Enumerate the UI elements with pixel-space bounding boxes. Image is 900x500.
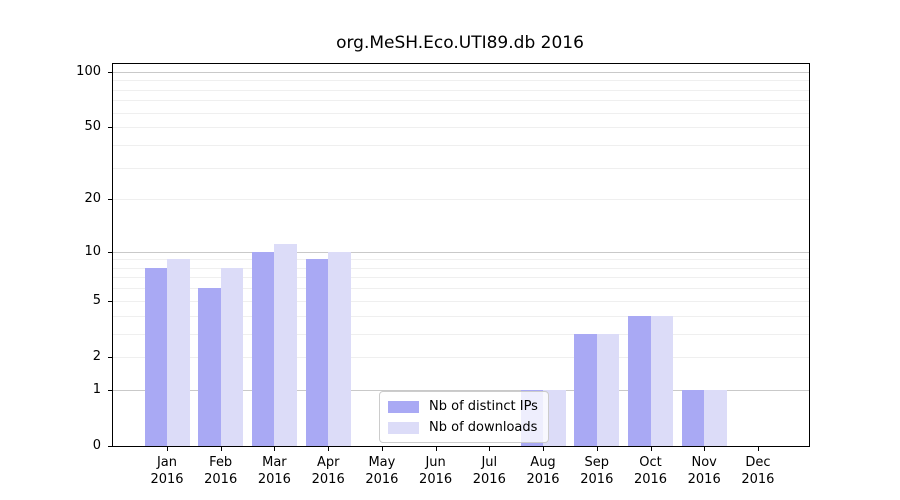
bar-ips-nov: [681, 389, 705, 446]
gridline-minor: [113, 315, 809, 317]
y-tick-mark: [108, 127, 113, 129]
gridline-minor: [113, 167, 809, 169]
legend: Nb of distinct IPs Nb of downloads: [379, 391, 549, 443]
gridline-minor: [113, 288, 809, 290]
bar-ips-feb: [198, 288, 221, 446]
x-tick-mark: [489, 446, 491, 451]
gridline-minor: [113, 277, 809, 279]
x-tick-label: Apr 2016: [311, 455, 345, 487]
gridline-minor: [113, 89, 809, 91]
y-tick-mark: [108, 356, 113, 358]
chart-title: org.MeSH.Eco.UTI89.db 2016: [336, 33, 584, 53]
y-tick-label: 1: [92, 381, 101, 397]
gridline-minor: [113, 100, 809, 102]
x-tick-mark: [757, 446, 759, 451]
x-tick-label: Jan 2016: [150, 455, 184, 487]
x-tick-mark: [220, 446, 222, 451]
gridline-minor: [113, 112, 809, 114]
y-tick-mark: [108, 389, 113, 391]
x-tick-mark: [274, 446, 276, 451]
bar-downloads-mar: [274, 244, 297, 446]
x-tick-label: Dec 2016: [741, 455, 775, 487]
y-tick-label: 20: [84, 191, 101, 207]
bar-downloads-jan: [167, 259, 190, 446]
gridline-minor: [113, 259, 809, 261]
y-tick-label: 10: [84, 243, 101, 259]
x-tick-mark: [650, 446, 652, 451]
x-tick-mark: [328, 446, 330, 451]
x-tick-label: Jun 2016: [419, 455, 453, 487]
x-tick-label: Jul 2016: [472, 455, 506, 487]
y-tick-label: 100: [76, 63, 101, 79]
x-tick-label: Nov 2016: [687, 455, 721, 487]
y-tick-label: 0: [92, 438, 101, 453]
bar-downloads-oct: [650, 315, 673, 446]
bar-downloads-nov: [704, 389, 727, 446]
x-tick-mark: [167, 446, 168, 451]
bar-ips-apr: [305, 259, 329, 446]
legend-item-distinct-ips: Nb of distinct IPs: [388, 399, 538, 414]
x-tick-mark: [596, 446, 598, 451]
x-tick-mark: [543, 446, 544, 451]
x-tick-mark: [704, 446, 706, 451]
x-tick-mark: [381, 446, 383, 451]
bar-ips-sep: [574, 333, 597, 446]
bar-ips-jan: [144, 267, 167, 446]
x-tick-mark: [435, 446, 437, 451]
bar-downloads-feb: [220, 267, 244, 446]
y-tick-mark: [108, 71, 113, 73]
gridline-minor: [113, 356, 809, 358]
legend-label-distinct-ips: Nb of distinct IPs: [429, 399, 538, 414]
y-tick-mark: [108, 446, 113, 447]
legend-swatch-distinct-ips: [388, 400, 419, 413]
plot-area: 0 1 2 5 10 20 50 100 Jan 2016 Feb 2016 Mar 2016 Apr…: [76, 63, 810, 487]
bar-ips-oct: [628, 315, 651, 446]
x-tick-label: Aug 2016: [526, 455, 560, 487]
x-tick-label: Oct 2016: [633, 455, 668, 487]
legend-label-downloads: Nb of downloads: [429, 420, 538, 435]
gridline-major: [113, 389, 809, 391]
y-tick-mark: [108, 199, 113, 201]
bar-ips-mar: [251, 251, 275, 446]
x-tick-label: May 2016: [365, 455, 399, 487]
gridline-major: [113, 71, 809, 73]
legend-swatch-downloads: [388, 421, 419, 434]
bar-downloads-sep: [596, 333, 620, 446]
gridline-minor: [113, 300, 809, 302]
gridline-minor: [113, 144, 809, 146]
gridline-minor: [113, 199, 809, 201]
y-tick-label: 5: [92, 292, 101, 308]
gridline-major: [113, 251, 809, 253]
legend-item-downloads: Nb of downloads: [388, 420, 538, 435]
gridline-minor: [113, 127, 809, 129]
x-tick-label: Feb 2016: [204, 455, 238, 487]
gridline-minor: [113, 333, 809, 335]
x-tick-label: Sep 2016: [580, 455, 614, 487]
y-tick-mark: [108, 300, 113, 302]
y-tick-label: 50: [84, 119, 101, 135]
x-tick-label: Mar 2016: [257, 455, 291, 487]
bar-downloads-apr: [328, 251, 351, 446]
gridline-minor: [113, 80, 809, 82]
y-tick-mark: [108, 251, 113, 253]
gridline-minor: [113, 267, 809, 269]
y-tick-label: 2: [92, 348, 101, 364]
